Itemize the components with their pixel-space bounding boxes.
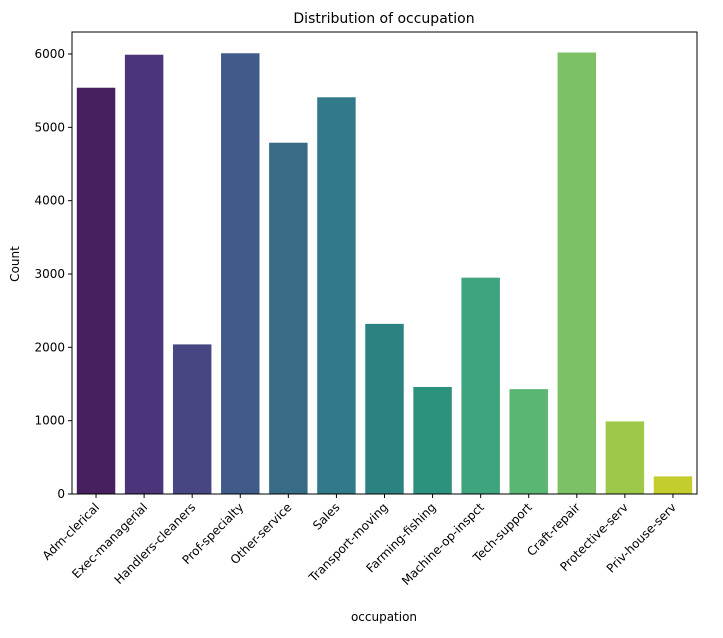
y-tick-label: 3000 [34,267,65,281]
x-axis-label: occupation [351,610,417,624]
y-tick-label: 1000 [34,414,65,428]
x-tick-label: Transport-moving [306,500,391,585]
bar-protective-serv [605,421,645,494]
y-tick-label: 2000 [34,340,65,354]
y-tick-label: 6000 [34,47,65,61]
bar-exec-managerial [124,54,164,494]
bar-adm-clerical [76,87,116,494]
bar-craft-repair [557,52,597,495]
bar-transport-moving [365,323,404,494]
plot-frame [71,31,698,495]
bar-other-service [269,142,308,494]
y-tick-label: 0 [57,487,65,501]
bar-sales [317,97,356,495]
bar-machine-op-inspct [461,277,500,494]
plot-area [76,52,693,495]
x-tick-label: Machine-op-inspct [399,500,487,588]
bar-handlers-cleaners [172,344,212,494]
bar-tech-support [509,389,548,494]
x-axis-ticks: Adm-clericalExec-managerialHandlers-clea… [40,494,679,588]
bar-prof-specialty [221,53,260,495]
bar-priv-house-serv [653,476,693,494]
y-axis-label: Count [8,246,22,282]
y-tick-label: 5000 [34,120,65,134]
bar-farming-fishing [413,386,452,494]
x-tick-label: Sales [310,500,342,532]
x-tick-label: Handlers-cleaners [112,500,199,587]
y-axis-ticks: 0 1000 2000 3000 4000 5000 6000 [34,47,72,501]
y-tick-label: 4000 [34,194,65,208]
chart-title: Distribution of occupation [293,11,474,27]
